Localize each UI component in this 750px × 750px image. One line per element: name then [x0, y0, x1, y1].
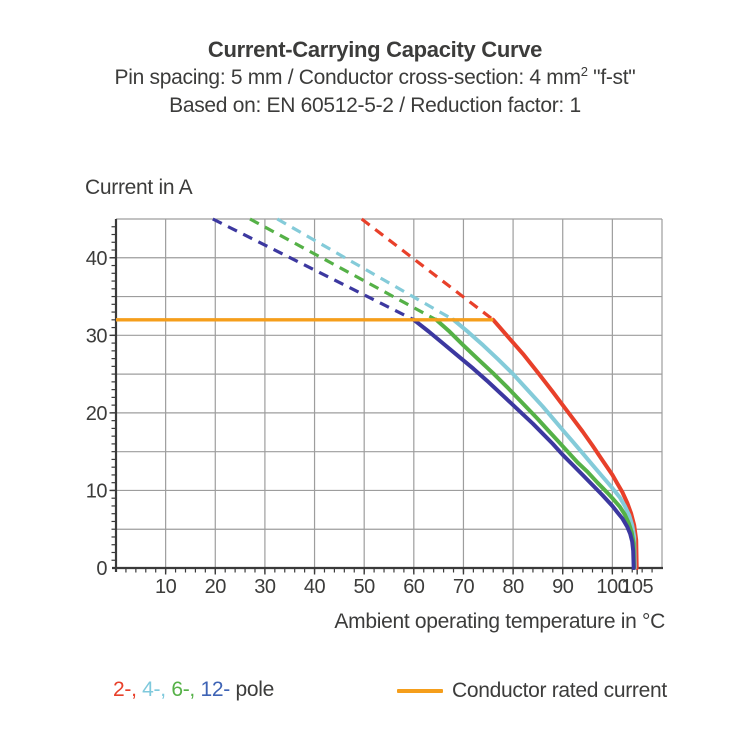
rated-current-label: Conductor rated current [452, 679, 667, 702]
x-tick-label: 20 [205, 576, 227, 598]
x-tick-label: 40 [304, 576, 326, 598]
chart-subtitle: Pin spacing: 5 mm / Conductor cross-sect… [10, 64, 740, 92]
y-tick-label: 0 [96, 558, 107, 580]
curve-12-pole-solid [411, 317, 636, 570]
curve-2-pole-solid [491, 317, 639, 570]
y-tick-label: 10 [86, 480, 108, 502]
chart-title: Current-Carrying Capacity Curve [207, 37, 543, 62]
title-block: Current-Carrying Capacity Curve Pin spac… [10, 36, 740, 120]
curve-6-pole-solid [434, 317, 636, 570]
x-tick-label: 70 [453, 576, 475, 598]
x-tick-label: 50 [354, 576, 376, 598]
legend-pole-suffix: pole [229, 678, 274, 701]
x-tick-label: 80 [502, 576, 524, 598]
chart-subtitle-prefix: Pin spacing: 5 mm / Conductor cross-sect… [114, 66, 581, 89]
curve-2-pole-dashed [360, 217, 495, 322]
legend-entry-12-pole: 12- [200, 678, 230, 701]
y-tick-label: 30 [86, 325, 108, 347]
legend-pole-variants: 2-, 4-, 6-, 12- pole [113, 678, 274, 702]
chart-subtitle-superscript: 2 [580, 64, 588, 79]
x-tick-label: 60 [403, 576, 425, 598]
y-tick-label: 20 [86, 403, 108, 425]
curve-6-pole-dashed [249, 217, 437, 322]
x-tick-label: 30 [254, 576, 276, 598]
x-tick-label: 90 [552, 576, 574, 598]
x-axis-title: Ambient operating temperature in °C [334, 610, 665, 633]
rated-current-line-swatch [397, 689, 443, 693]
legend-rated-current: Conductor rated current [397, 678, 667, 704]
legend-entry-2-pole: 2-, [113, 678, 143, 701]
x-tick-label: 100 [596, 576, 628, 598]
legend-entry-6-pole: 6-, [171, 678, 201, 701]
y-tick-label: 40 [86, 248, 108, 270]
x-tick-label: 105 [621, 576, 653, 598]
curve-12-pole-dashed [212, 217, 415, 322]
curve-4-pole-dashed [276, 217, 455, 322]
chart-subtitle-suffix: "f-st" [587, 66, 636, 89]
y-axis-title: Current in A [85, 176, 193, 199]
chart-basis: Based on: EN 60512-5-2 / Reduction facto… [169, 94, 581, 117]
x-tick-label: 10 [155, 576, 177, 598]
legend-entry-4-pole: 4-, [142, 678, 172, 701]
curve-4-pole-solid [451, 317, 637, 570]
